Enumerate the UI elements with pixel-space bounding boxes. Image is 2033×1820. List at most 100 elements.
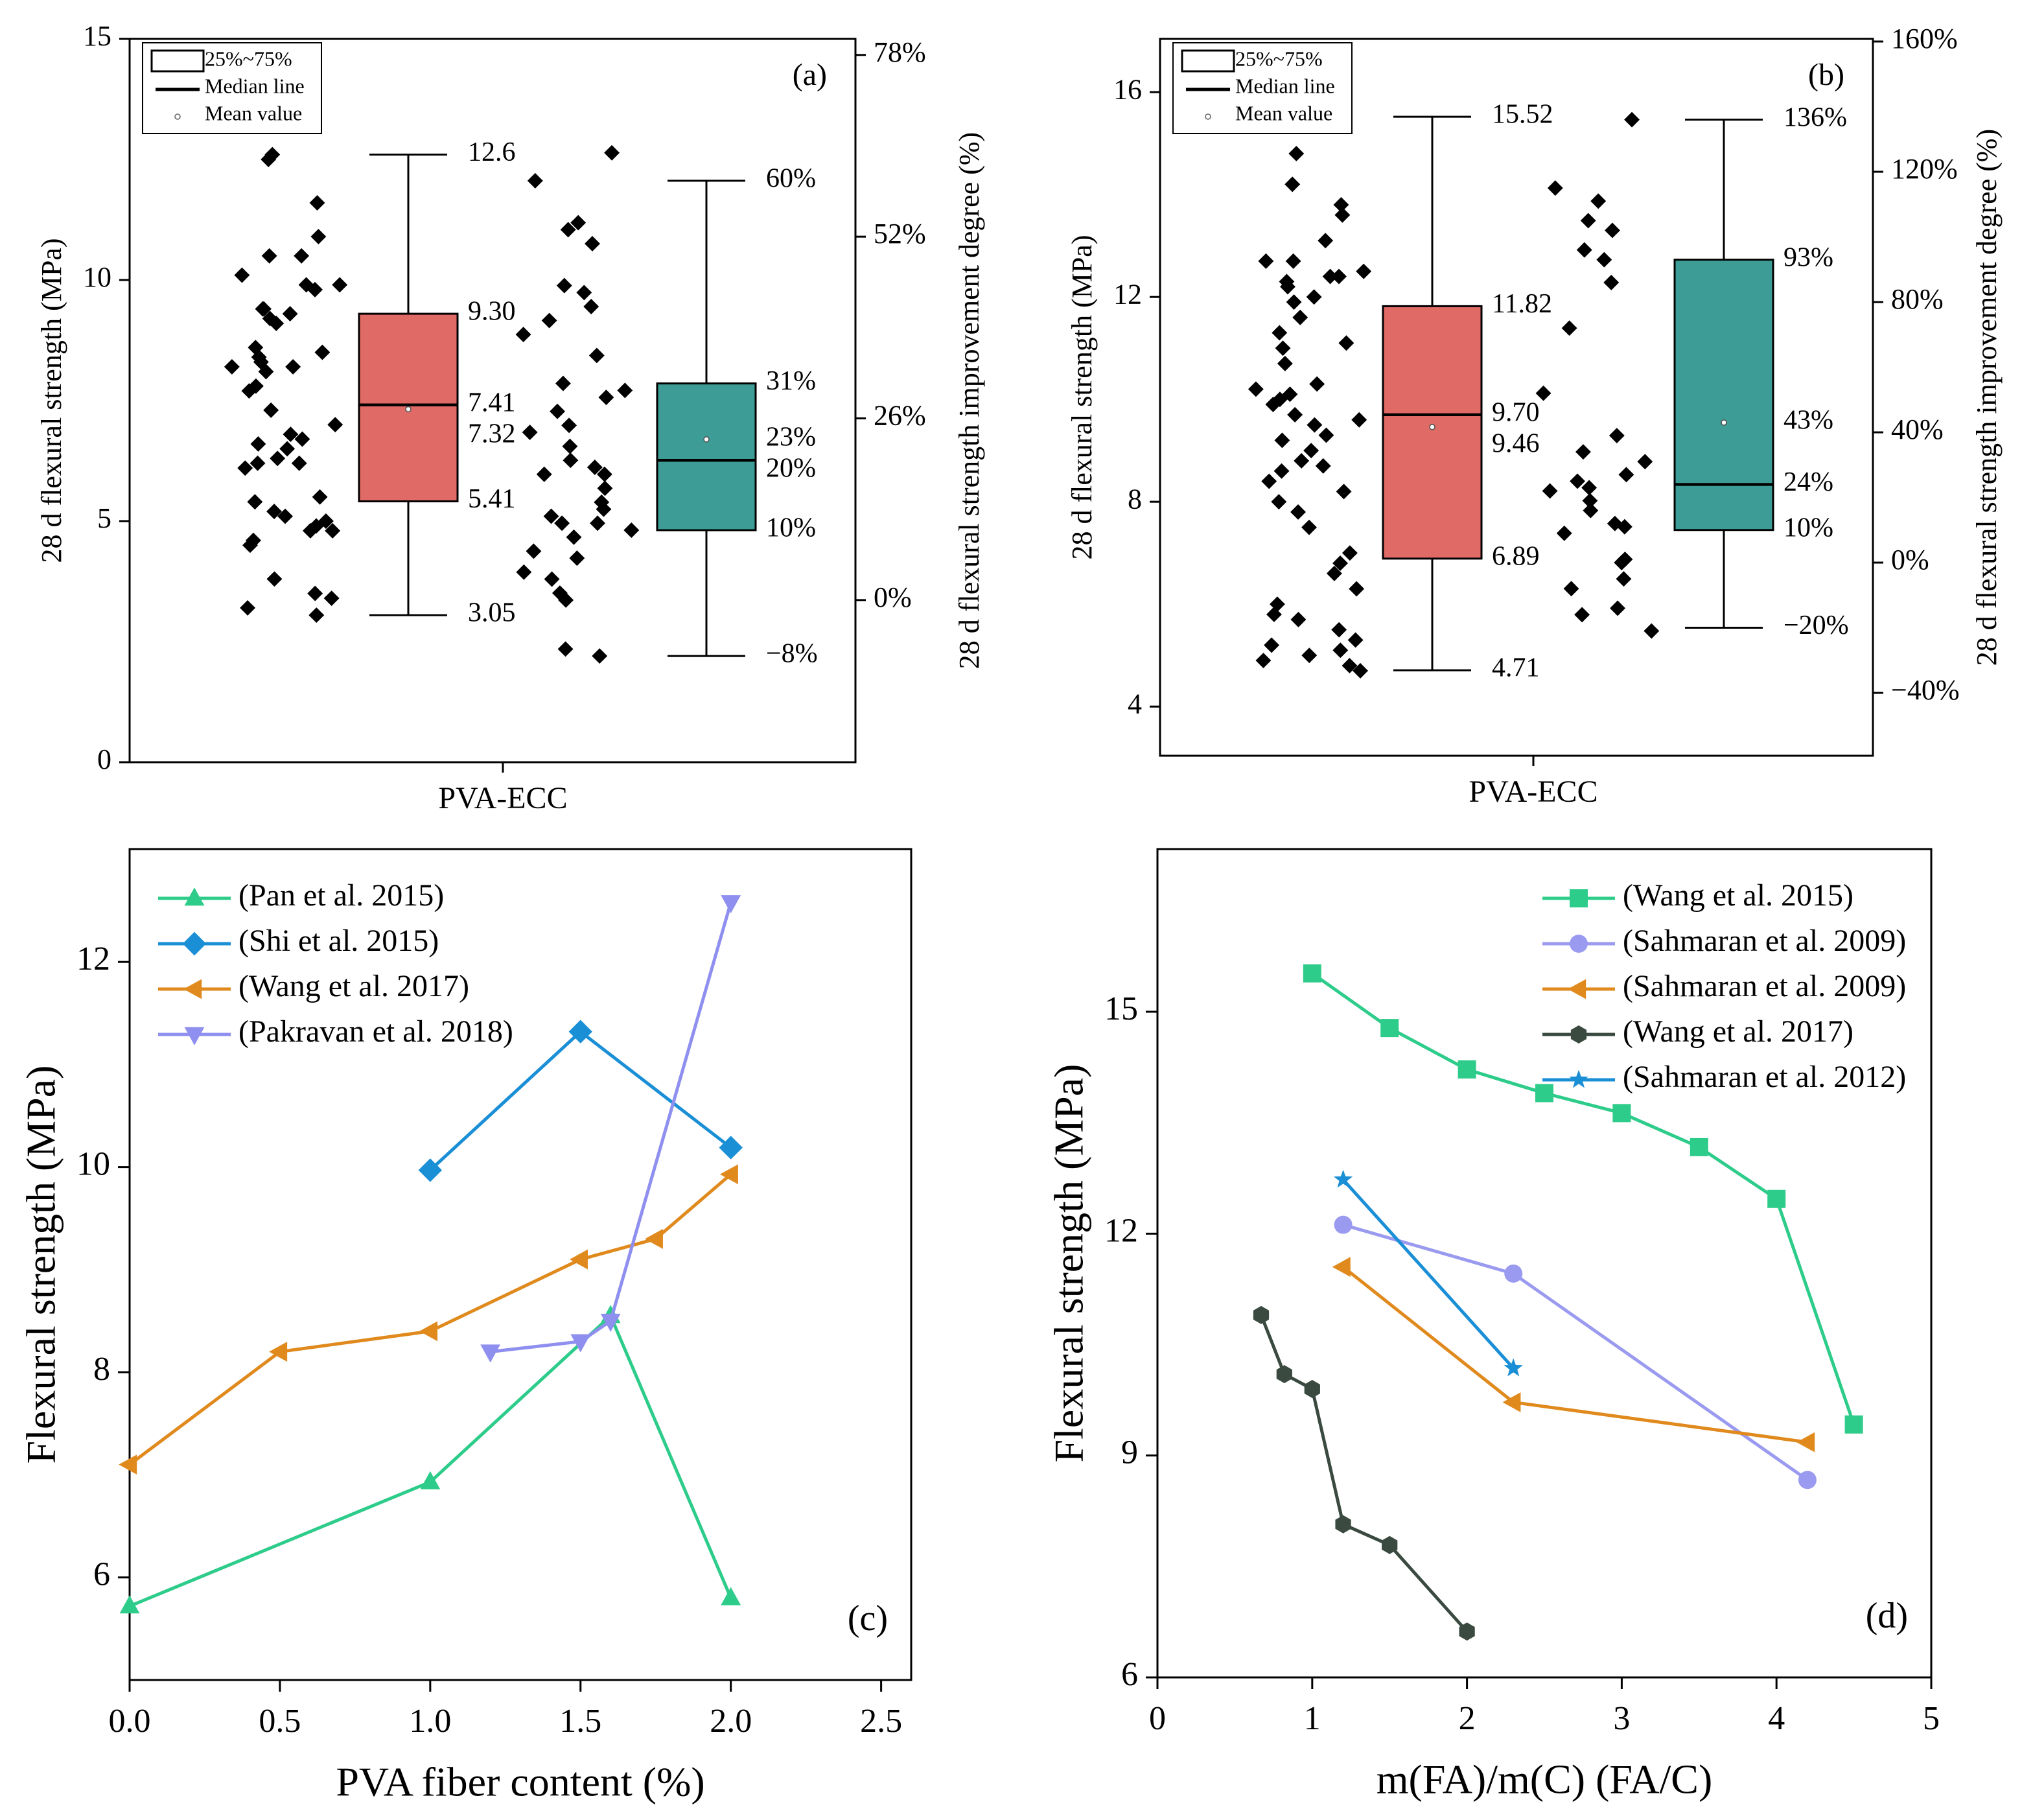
data-label: −20% (1783, 611, 1849, 640)
scatter-point (1609, 428, 1625, 443)
x-tick-label: PVA-ECC (1469, 775, 1597, 809)
panel-label: (c) (848, 1598, 888, 1639)
scatter-point (237, 460, 253, 476)
scatter-point (1292, 309, 1308, 325)
y-tick-label: 6 (93, 1556, 110, 1593)
series-marker (644, 1229, 663, 1249)
y-tick-label: 15 (1104, 990, 1138, 1027)
data-label: 9.46 (1492, 429, 1540, 459)
x-tick-label: 0.0 (109, 1703, 151, 1740)
series-marker (119, 1595, 140, 1614)
scatter-point (598, 390, 614, 406)
scatter-point (1290, 611, 1307, 627)
legend-marker (1570, 1025, 1587, 1044)
y2-tick-label: 0% (874, 581, 912, 613)
legend-label: Median line (1235, 74, 1335, 97)
scatter-point (291, 455, 307, 471)
scatter-point (1535, 385, 1551, 401)
scatter-point (1547, 180, 1563, 196)
scatter-point (526, 543, 542, 559)
y2-tick-label: 26% (874, 400, 926, 432)
scatter-point (258, 364, 274, 380)
y2-tick-label: 52% (874, 218, 926, 250)
y-axis-label: Flexural strength (MPa) (1046, 1064, 1092, 1463)
scatter-point (552, 585, 568, 601)
scatter-point (562, 438, 578, 454)
scatter-point (283, 426, 299, 443)
legend-label: 25%~75% (1235, 47, 1323, 70)
y-tick-label: 0 (97, 743, 111, 775)
y-tick-label: 10 (83, 261, 111, 293)
series-marker (419, 1321, 438, 1342)
y2-tick-label: 160% (1891, 23, 1958, 54)
scatter-point (1342, 658, 1358, 673)
legend-marker (184, 1027, 205, 1045)
scatter-point (1301, 648, 1318, 664)
mean-marker (1721, 419, 1727, 426)
legend-marker (1568, 979, 1586, 999)
legend-label: Mean value (1235, 101, 1332, 124)
plot-frame (1159, 38, 1874, 757)
scatter-point (587, 460, 603, 475)
series-line (429, 1029, 732, 1172)
scatter-point (1277, 355, 1293, 371)
scatter-point (515, 327, 531, 343)
scatter-point (522, 425, 538, 441)
series-marker (1334, 1215, 1353, 1234)
scatter-point (1290, 504, 1306, 520)
legend-icon-mean (174, 113, 181, 120)
y-axis-label: 28 d flexural strength (MPa) (1066, 235, 1098, 560)
legend-label: (Sahmaran et al. 2012) (1623, 1060, 1906, 1094)
scatter-point (563, 452, 579, 469)
y2-tick-label: 0% (1891, 544, 1929, 576)
scatter-point (1618, 467, 1634, 483)
x-tick-label: 2 (1459, 1700, 1476, 1737)
scatter-point (556, 277, 572, 294)
scatter-point (1336, 484, 1352, 500)
scatter-point (1248, 381, 1264, 397)
scatter-point (256, 301, 272, 317)
series-marker (1502, 1392, 1521, 1412)
series-marker (719, 1164, 738, 1185)
data-label: 12.6 (468, 137, 516, 167)
x-tick-label: 1 (1304, 1700, 1321, 1737)
scatter-point (1280, 279, 1295, 295)
scatter-point (583, 299, 599, 314)
series-line (1259, 1314, 1469, 1633)
scatter-point (266, 504, 282, 520)
scatter-point (1637, 454, 1653, 470)
series-line (129, 1312, 732, 1608)
series-marker (418, 1158, 443, 1182)
box (656, 382, 757, 531)
scatter-point (250, 455, 266, 471)
data-label: 136% (1783, 102, 1847, 132)
scatter-point (585, 235, 600, 251)
data-label: 5.41 (468, 484, 516, 514)
scatter-point (248, 378, 264, 394)
data-label: 10% (766, 513, 816, 543)
data-label: 23% (766, 422, 816, 452)
scatter-point (1603, 274, 1620, 290)
series-marker (1844, 1415, 1863, 1434)
scatter-point (588, 347, 605, 364)
scatter-point (285, 358, 301, 375)
scatter-point (241, 383, 257, 399)
scatter-point (242, 537, 258, 554)
scatter-point (544, 571, 560, 587)
series-line (490, 902, 733, 1354)
y2-tick-label: −40% (1891, 674, 1959, 706)
scatter-point (309, 195, 325, 211)
series-marker (1332, 1257, 1351, 1278)
scatter-point (1270, 596, 1285, 612)
series-marker (600, 1313, 621, 1332)
scatter-point (1331, 268, 1347, 285)
y2-tick-label: 120% (1891, 153, 1958, 185)
scatter-point (263, 402, 279, 418)
y2-axis-label: 28 d flexural strength improvement degre… (1971, 129, 2003, 666)
series-marker (1458, 1060, 1476, 1079)
scatter-point (569, 550, 585, 566)
y2-tick-label: 80% (1891, 283, 1944, 315)
scatter-point (596, 501, 612, 517)
scatter-point (264, 146, 281, 163)
